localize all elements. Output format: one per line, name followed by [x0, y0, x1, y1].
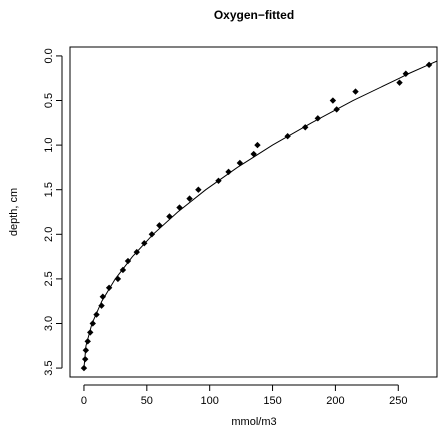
x-tick-label: 100: [201, 395, 219, 407]
y-tick-label: 2.0: [43, 227, 55, 242]
data-point: [133, 248, 140, 256]
y-axis-label: depth, cm: [8, 188, 20, 236]
data-point: [148, 231, 156, 238]
data-point: [93, 311, 100, 318]
data-point: [329, 97, 337, 104]
data-point: [114, 275, 122, 283]
data-point: [236, 159, 244, 167]
data-point: [186, 195, 193, 202]
fitted-line: [83, 60, 437, 369]
data-point: [84, 338, 91, 345]
y-tick-label: 1.5: [43, 182, 55, 197]
y-tick-label: 3.5: [43, 360, 55, 375]
y-tick-label: 1.0: [43, 137, 55, 152]
data-point: [425, 61, 433, 69]
data-point: [166, 213, 173, 220]
data-point: [254, 141, 261, 149]
data-point: [80, 364, 88, 372]
x-tick-label: 150: [263, 395, 281, 407]
data-point: [89, 320, 96, 327]
x-axis-label: mmol/m3: [231, 416, 276, 428]
data-point: [82, 347, 90, 354]
data-point: [402, 70, 410, 77]
data-point: [87, 329, 94, 336]
data-point: [156, 222, 163, 229]
y-tick-label: 0.0: [43, 48, 55, 63]
data-point: [396, 79, 403, 86]
data-point: [333, 106, 340, 113]
x-tick-label: 0: [81, 395, 87, 407]
x-tick-label: 200: [326, 395, 344, 407]
data-point: [225, 168, 232, 176]
data-point: [124, 257, 132, 265]
y-tick-label: 0.5: [43, 93, 55, 108]
data-point: [119, 266, 127, 274]
plot-area: [80, 60, 437, 372]
data-point: [352, 88, 359, 95]
data-point: [250, 150, 257, 158]
data-point: [215, 177, 222, 184]
data-point: [314, 115, 322, 122]
data-point: [99, 293, 107, 300]
data-point: [82, 355, 89, 363]
data-point: [195, 186, 202, 193]
data-point: [141, 240, 148, 247]
y-tick-label: 3.0: [43, 316, 55, 331]
data-point: [98, 302, 105, 309]
data-point: [176, 204, 183, 211]
x-tick-label: 250: [389, 395, 407, 407]
plot-frame: [69, 46, 438, 378]
data-point: [105, 284, 113, 292]
x-tick-label: 50: [141, 395, 153, 407]
data-point: [302, 124, 309, 131]
data-point: [284, 132, 291, 140]
y-tick-label: 2.5: [43, 271, 55, 286]
chart-title: Oxygen−fitted: [214, 8, 294, 22]
